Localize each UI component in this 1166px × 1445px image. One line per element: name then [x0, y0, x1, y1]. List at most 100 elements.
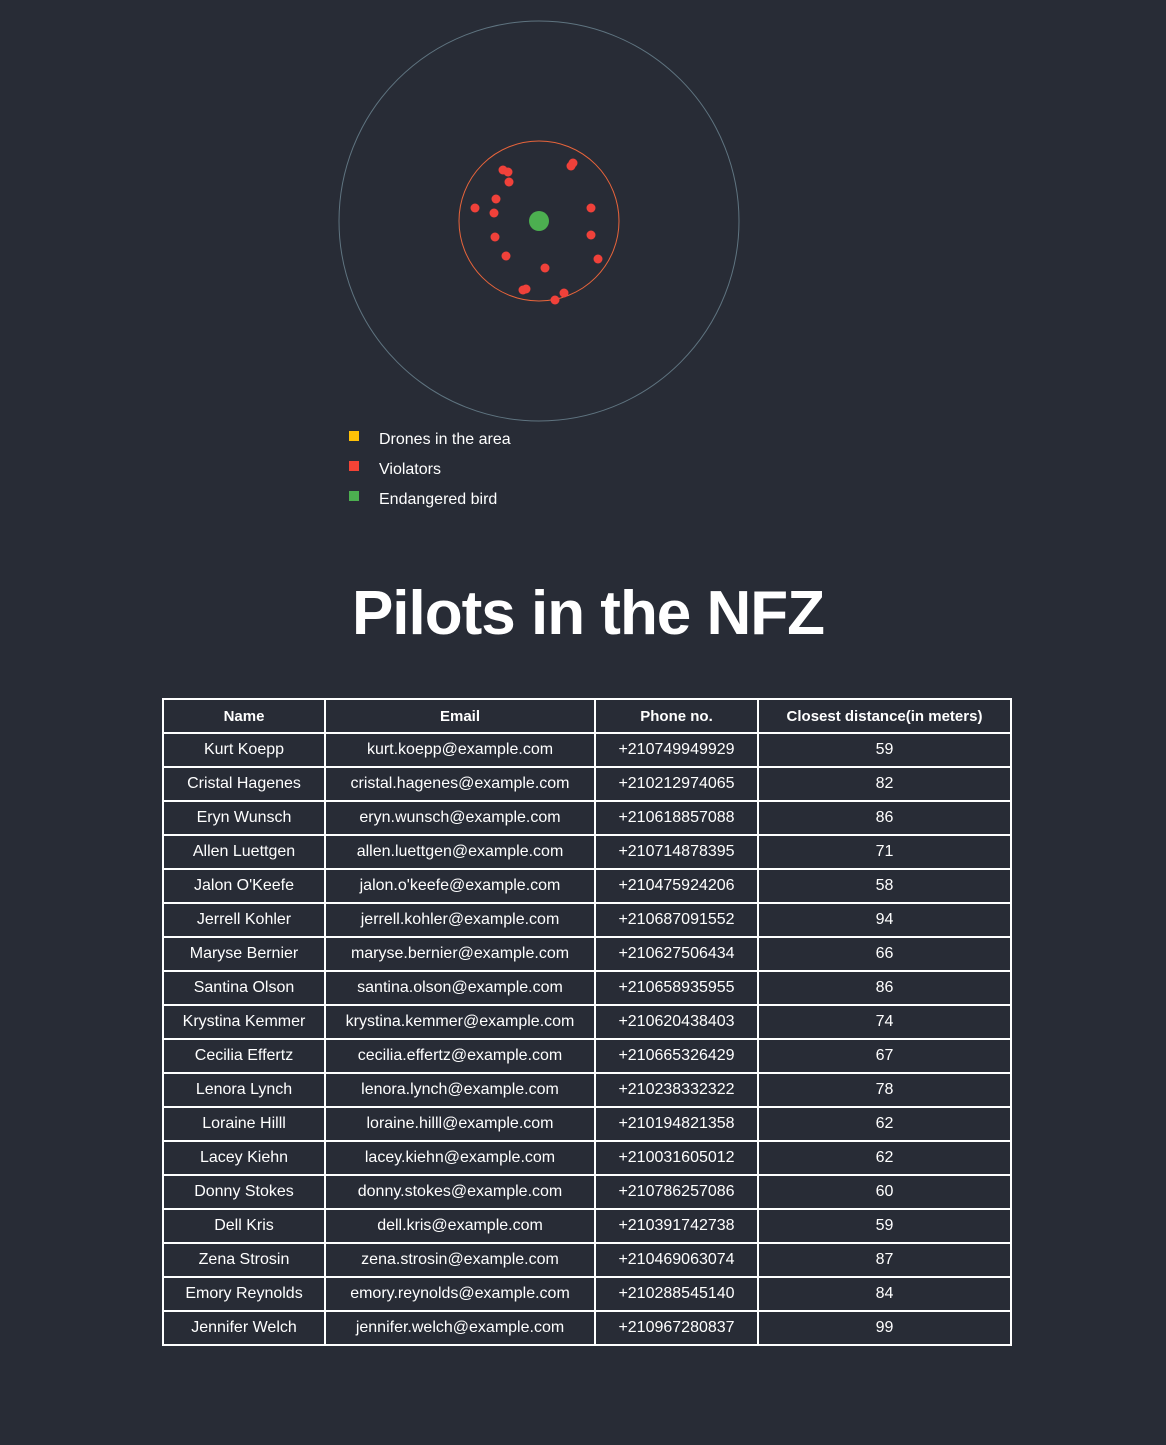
pilot-email-cell: dell.kris@example.com	[324, 1208, 596, 1244]
violator-drone-dot	[586, 230, 596, 240]
violator-drone-dot	[568, 158, 578, 168]
table-row: Zena Strosin zena.strosin@example.com +210…	[162, 1242, 1012, 1278]
pilot-distance-cell: 67	[757, 1038, 1012, 1074]
pilot-phone-cell: +210288545140	[594, 1276, 759, 1312]
pilot-distance-cell: 66	[757, 936, 1012, 972]
pilot-distance-cell: 59	[757, 1208, 1012, 1244]
table-row: Donny Stokes donny.stokes@example.com +210…	[162, 1174, 1012, 1210]
pilot-name-cell: Maryse Bernier	[162, 936, 326, 972]
legend-label: Endangered bird	[379, 491, 498, 508]
column-header-distance: Closest distance(in meters)	[757, 698, 1012, 734]
pilot-email-cell: lacey.kiehn@example.com	[324, 1140, 596, 1176]
table-row: Jerrell Kohler jerrell.kohler@example.com…	[162, 902, 1012, 938]
pilot-phone-cell: +210212974065	[594, 766, 759, 802]
pilot-distance-cell: 86	[757, 970, 1012, 1006]
legend-item-violators: Violators	[349, 459, 511, 489]
pilot-phone-cell: +210627506434	[594, 936, 759, 972]
pilot-phone-cell: +210391742738	[594, 1208, 759, 1244]
table-row: Jalon O'Keefe jalon.o'keefe@example.com +2…	[162, 868, 1012, 904]
violator-drone-dot	[586, 203, 596, 213]
violator-drone-dot	[559, 288, 569, 298]
violator-drone-dot	[470, 203, 480, 213]
pilot-email-cell: santina.olson@example.com	[324, 970, 596, 1006]
pilot-name-cell: Dell Kris	[162, 1208, 326, 1244]
table-row: Maryse Bernier maryse.bernier@example.com…	[162, 936, 1012, 972]
column-header-phone: Phone no.	[594, 698, 759, 734]
pilot-email-cell: jalon.o'keefe@example.com	[324, 868, 596, 904]
violator-drone-dot	[490, 232, 500, 242]
radar-map	[338, 20, 740, 422]
pilot-distance-cell: 99	[757, 1310, 1012, 1346]
violator-drone-dot	[504, 177, 514, 187]
pilot-phone-cell: +210194821358	[594, 1106, 759, 1142]
table-row: Santina Olson santina.olson@example.com +2…	[162, 970, 1012, 1006]
pilot-email-cell: jerrell.kohler@example.com	[324, 902, 596, 938]
violator-drone-dot	[489, 208, 499, 218]
violator-drone-dot	[550, 295, 560, 305]
table-row: Allen Luettgen allen.luettgen@example.com…	[162, 834, 1012, 870]
violator-drone-dot	[540, 263, 550, 273]
pilot-phone-cell: +210475924206	[594, 868, 759, 904]
pilot-distance-cell: 82	[757, 766, 1012, 802]
pilot-phone-cell: +210786257086	[594, 1174, 759, 1210]
pilot-email-cell: donny.stokes@example.com	[324, 1174, 596, 1210]
pilot-phone-cell: +210714878395	[594, 834, 759, 870]
pilot-distance-cell: 78	[757, 1072, 1012, 1108]
table-row: Lacey Kiehn lacey.kiehn@example.com +21003…	[162, 1140, 1012, 1176]
violator-drone-dot	[501, 251, 511, 261]
pilot-phone-cell: +210967280837	[594, 1310, 759, 1346]
pilot-phone-cell: +210031605012	[594, 1140, 759, 1176]
pilot-distance-cell: 86	[757, 800, 1012, 836]
table-row: Jennifer Welch jennifer.welch@example.com…	[162, 1310, 1012, 1346]
column-header-email: Email	[324, 698, 596, 734]
pilot-phone-cell: +210238332322	[594, 1072, 759, 1108]
pilot-email-cell: maryse.bernier@example.com	[324, 936, 596, 972]
pilot-name-cell: Kurt Koepp	[162, 732, 326, 768]
pilot-phone-cell: +210620438403	[594, 1004, 759, 1040]
page-title: Pilots in the NFZ	[351, 579, 825, 648]
pilot-distance-cell: 60	[757, 1174, 1012, 1210]
pilot-phone-cell: +210665326429	[594, 1038, 759, 1074]
table-row: Krystina Kemmer krystina.kemmer@example.c…	[162, 1004, 1012, 1040]
pilot-email-cell: kurt.koepp@example.com	[324, 732, 596, 768]
pilot-name-cell: Emory Reynolds	[162, 1276, 326, 1312]
pilot-distance-cell: 74	[757, 1004, 1012, 1040]
table-row: Loraine Hilll loraine.hilll@example.com +2…	[162, 1106, 1012, 1142]
pilot-phone-cell: +210658935955	[594, 970, 759, 1006]
pilot-email-cell: emory.reynolds@example.com	[324, 1276, 596, 1312]
pilot-email-cell: cecilia.effertz@example.com	[324, 1038, 596, 1074]
pilot-distance-cell: 62	[757, 1140, 1012, 1176]
no-fly-zone-ring	[458, 140, 620, 302]
endangered-bird-dot	[529, 211, 549, 231]
pilot-email-cell: cristal.hagenes@example.com	[324, 766, 596, 802]
legend-item-drones: Drones in the area	[349, 429, 511, 459]
pilot-distance-cell: 84	[757, 1276, 1012, 1312]
table-row: Emory Reynolds emory.reynolds@example.com…	[162, 1276, 1012, 1312]
violator-drone-dot	[498, 165, 508, 175]
pilot-email-cell: loraine.hilll@example.com	[324, 1106, 596, 1142]
table-row: Cristal Hagenes cristal.hagenes@example.c…	[162, 766, 1012, 802]
table-row: Eryn Wunsch eryn.wunsch@example.com +21061…	[162, 800, 1012, 836]
pilot-phone-cell: +210618857088	[594, 800, 759, 836]
pilot-name-cell: Santina Olson	[162, 970, 326, 1006]
violator-square-icon	[349, 461, 359, 471]
pilot-phone-cell: +210687091552	[594, 902, 759, 938]
violator-drone-dot	[593, 254, 603, 264]
pilot-name-cell: Lenora Lynch	[162, 1072, 326, 1108]
pilot-distance-cell: 87	[757, 1242, 1012, 1278]
pilot-name-cell: Lacey Kiehn	[162, 1140, 326, 1176]
pilot-distance-cell: 58	[757, 868, 1012, 904]
pilot-name-cell: Loraine Hilll	[162, 1106, 326, 1142]
pilot-email-cell: allen.luettgen@example.com	[324, 834, 596, 870]
pilot-name-cell: Krystina Kemmer	[162, 1004, 326, 1040]
pilot-distance-cell: 62	[757, 1106, 1012, 1142]
radar-legend: Drones in the area Violators Endangered …	[349, 429, 511, 519]
column-header-name: Name	[162, 698, 326, 734]
legend-item-bird: Endangered bird	[349, 489, 511, 519]
violator-drone-dot	[521, 284, 531, 294]
pilot-email-cell: zena.strosin@example.com	[324, 1242, 596, 1278]
pilot-name-cell: Zena Strosin	[162, 1242, 326, 1278]
table-row: Lenora Lynch lenora.lynch@example.com +210…	[162, 1072, 1012, 1108]
bird-square-icon	[349, 491, 359, 501]
pilot-name-cell: Jennifer Welch	[162, 1310, 326, 1346]
